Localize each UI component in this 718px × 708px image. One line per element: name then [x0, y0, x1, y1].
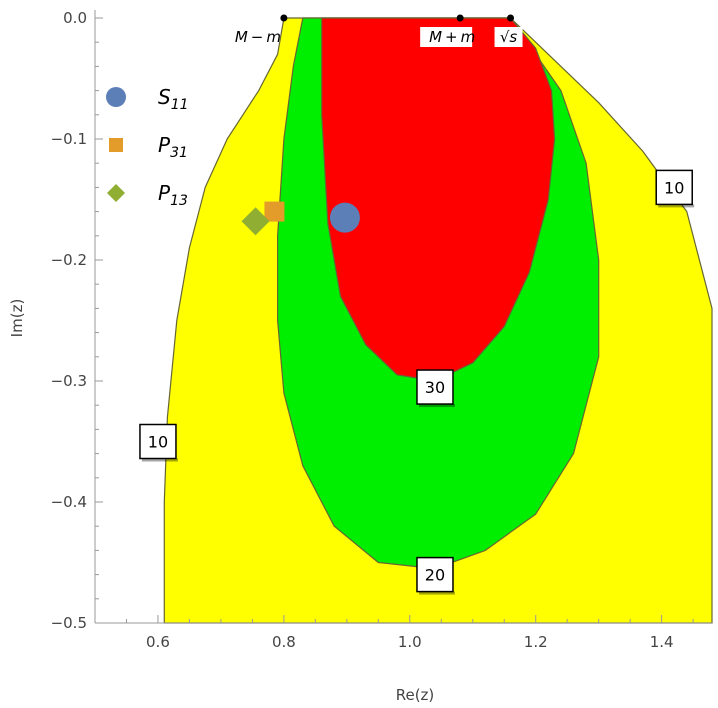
contour-label-box [139, 423, 177, 460]
legend-item: P13 [107, 181, 188, 209]
reference-label-bg [420, 27, 473, 47]
marker-square [264, 201, 285, 222]
contour-region-30 [321, 17, 556, 382]
reference-points: M − m M + m √s [235, 14, 523, 47]
legend-label: P13 [158, 181, 188, 209]
contour-label-box [416, 556, 454, 593]
contour-label-text: 10 [148, 433, 168, 452]
x-tick-label: 1.4 [650, 633, 674, 651]
legend-label: P31 [158, 133, 188, 161]
y-axis-label: Im(z) [8, 299, 26, 338]
contour-label-shadow [418, 591, 455, 595]
marker-diamond [241, 207, 270, 236]
x-axis-label: Re(z) [396, 686, 435, 704]
legend: S11 P31 P13 [106, 85, 189, 209]
contour-label-30: 30 [416, 369, 455, 408]
contour-label-10: 10 [655, 169, 695, 208]
contour-label-text: 20 [425, 566, 445, 585]
legend-item: P31 [109, 133, 188, 161]
reference-point [507, 14, 515, 22]
legend-marker-square [109, 138, 123, 152]
contour-label-10: 10 [139, 423, 178, 462]
contour-label-text: 30 [425, 378, 445, 397]
y-tick-label: −0.3 [51, 372, 87, 390]
x-tick-label: 1.0 [398, 633, 422, 651]
contour-label-box [655, 169, 693, 206]
contour-label-text: 10 [664, 178, 684, 197]
y-tick-label: −0.2 [51, 251, 87, 269]
plot-frame [94, 10, 712, 624]
y-tick-label: −0.4 [51, 493, 87, 511]
y-tick-label: −0.1 [51, 130, 87, 148]
contour-label-shadow [141, 458, 178, 462]
y-tick-label: −0.5 [51, 614, 87, 632]
contour-label-box [416, 369, 454, 405]
x-tick-label: 0.6 [146, 633, 170, 651]
contour-level-labels: 10 10 30 20 [139, 169, 695, 595]
axis-ticks: 0.6 0.8 1.0 1.2 1.4 0.0 −0.1 −0.2 −0.3 −0.4 −0.5 [51, 9, 694, 651]
legend-label: S11 [158, 85, 189, 113]
reference-label-bg [494, 27, 523, 47]
legend-item: S11 [106, 85, 189, 113]
y-tick-label: 0.0 [63, 9, 87, 27]
contour-label-shadow [658, 204, 695, 208]
contour-label-20: 20 [416, 556, 455, 595]
legend-marker-circle [106, 87, 126, 107]
x-tick-label: 1.2 [524, 633, 548, 651]
data-markers [241, 201, 360, 236]
contour-label-shadow [418, 404, 455, 408]
x-tick-label: 0.8 [272, 633, 296, 651]
contour-regions [163, 17, 713, 624]
reference-label: M − m [235, 28, 281, 46]
reference-label: M + m [429, 28, 475, 46]
reference-label: √s [500, 28, 518, 46]
reference-point [456, 14, 464, 22]
marker-circle [329, 202, 360, 233]
reference-point [280, 14, 288, 22]
legend-marker-diamond [107, 184, 125, 202]
